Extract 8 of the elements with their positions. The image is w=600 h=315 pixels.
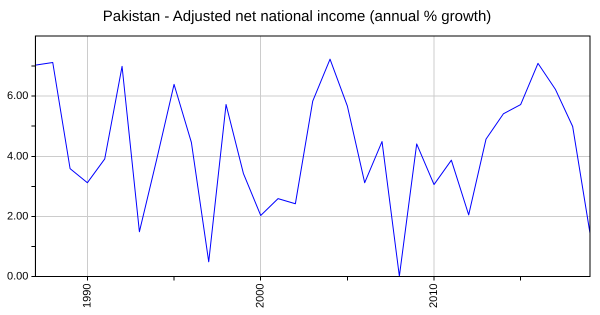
x-tick-label: 2000 [254, 284, 267, 308]
x-tick-label: 2010 [428, 284, 440, 308]
chart-title: Pakistan - Adjusted net national income (annual % growth) [102, 8, 492, 26]
y-tick-label: 0.00 [6, 270, 28, 283]
y-tick-label: 6.00 [6, 90, 28, 102]
x-tick-label: 1990 [81, 284, 94, 308]
y-tick-label: 2.00 [6, 210, 28, 222]
y-tick-label: 4.00 [6, 150, 28, 162]
